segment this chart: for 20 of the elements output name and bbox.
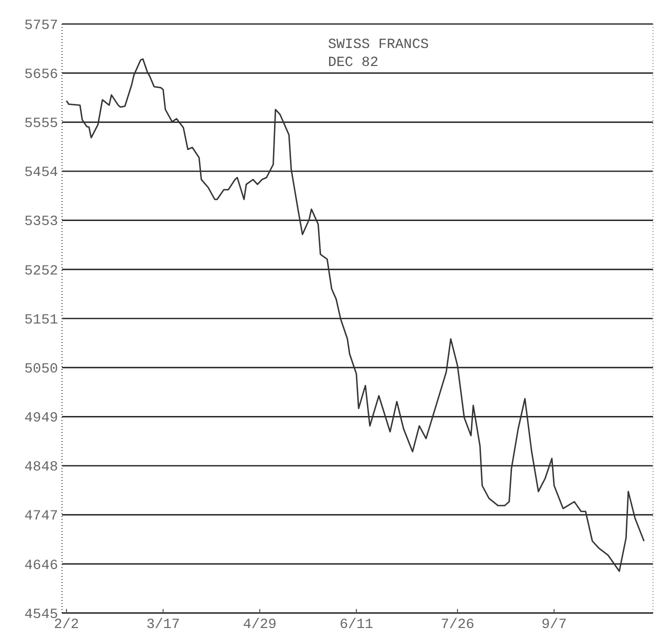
- y-tick-label: 5050: [24, 361, 58, 378]
- text: SWISS FRANCS: [328, 37, 429, 53]
- text: DEC 82: [328, 55, 378, 71]
- y-tick-label: 4646: [24, 558, 58, 574]
- x-tick-label: 3/17: [146, 617, 180, 633]
- y-tick-label: 5454: [24, 165, 58, 182]
- y-tick-label: 5656: [24, 66, 58, 83]
- x-tick-label: 4/29: [242, 617, 277, 633]
- y-tick-label: 4848: [24, 460, 58, 476]
- y-tick-label: 5252: [24, 263, 58, 280]
- y-tick-label: 5151: [24, 312, 58, 328]
- y-tick-label: 5757: [24, 18, 58, 34]
- x-tick-label: 6/11: [340, 617, 374, 633]
- x-tick-label: 7/26: [440, 617, 474, 633]
- y-tick-label: 5555: [24, 116, 58, 132]
- y-tick-label: 4747: [24, 508, 58, 525]
- x-tick-label: 9/7: [542, 617, 567, 633]
- x-tick-label: 2/2: [54, 617, 80, 633]
- y-tick-label: 5353: [24, 214, 58, 230]
- y-tick-label: 4949: [24, 410, 58, 427]
